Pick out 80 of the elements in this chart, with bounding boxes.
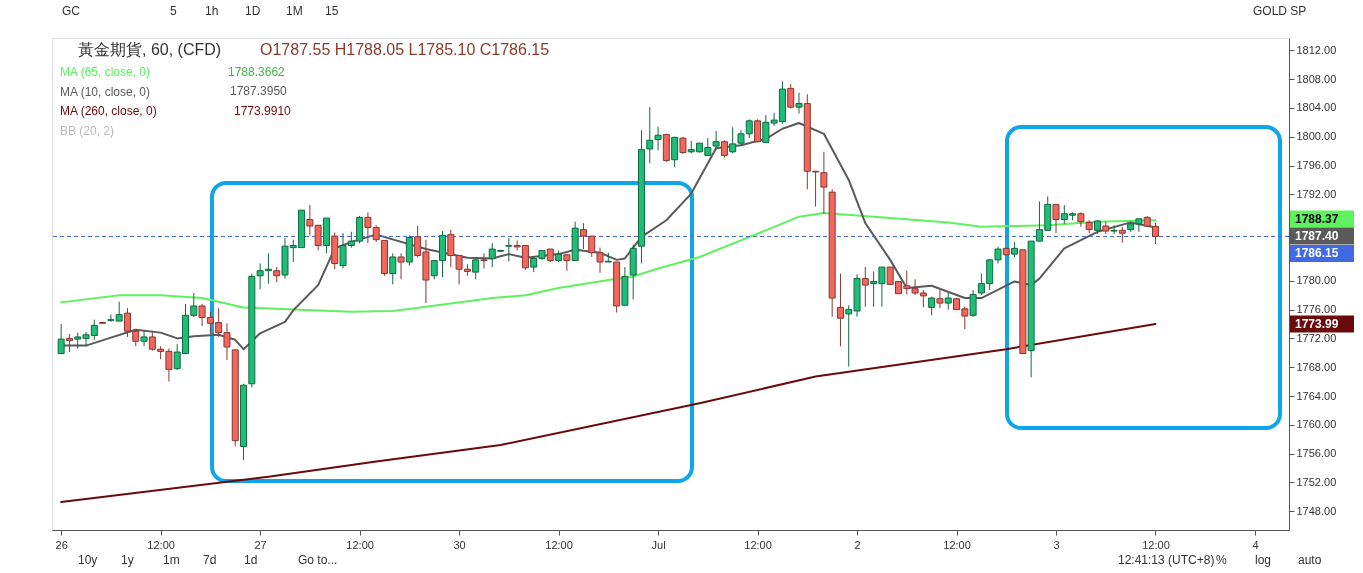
y-tick-label: 1804.00 <box>1296 101 1337 114</box>
text: MA (10, close, 0) <box>60 84 151 99</box>
text: auto <box>1298 553 1322 567</box>
x-tick-label: 12:00 <box>545 538 573 551</box>
chart-subtitle: O1787.55 H1788.05 L1785.10 C1786.15 <box>260 41 550 58</box>
candlestick <box>505 237 513 262</box>
text: 7d <box>203 553 217 567</box>
candlestick <box>397 252 405 280</box>
y-tick-label: 1764.00 <box>1296 389 1337 402</box>
text: 10y <box>78 553 98 567</box>
text: 1773.99 <box>1295 317 1339 331</box>
candlestick <box>389 252 397 285</box>
x-tick-label: 3 <box>1053 538 1060 551</box>
y-tick-label: 1760.00 <box>1296 418 1337 431</box>
y-tick-label: 1768.00 <box>1296 360 1337 373</box>
text: 1788.37 <box>1295 212 1339 226</box>
y-tick-label: 1772.00 <box>1296 331 1337 344</box>
candlestick <box>795 92 803 115</box>
y-tick-label: 1812.00 <box>1296 43 1337 56</box>
candlestick <box>57 323 65 355</box>
text: log <box>1255 553 1272 567</box>
candlestick <box>1052 203 1060 234</box>
x-tick-label: 12:00 <box>346 538 374 551</box>
candlestick <box>480 252 488 270</box>
candlestick <box>140 330 148 347</box>
x-tick-label: 27 <box>254 538 267 551</box>
candlestick <box>563 253 571 272</box>
text: 1787.40 <box>1295 229 1339 243</box>
candlestick <box>654 126 662 151</box>
candlestick <box>1110 224 1118 235</box>
text: 1h <box>205 4 219 18</box>
candlestick <box>836 273 844 347</box>
y-tick-label: 1808.00 <box>1296 72 1337 85</box>
candlestick <box>472 258 480 280</box>
text: Go to... <box>298 553 338 567</box>
y-tick-label: 1780.00 <box>1296 274 1337 287</box>
candlestick <box>712 130 720 151</box>
candlestick <box>861 266 869 308</box>
chart-title: 黃金期貨, 60, (CFD) <box>78 41 222 58</box>
text: 15 <box>325 4 339 18</box>
x-tick-label: 2 <box>854 538 861 551</box>
annotation: BB (20, 2) <box>60 124 115 138</box>
x-tick-label: Jul <box>651 538 666 551</box>
x-tick-label: 30 <box>453 538 466 551</box>
annotation: 1773.9910 <box>234 104 292 118</box>
y-tick-label: 1748.00 <box>1296 504 1337 517</box>
x-tick-label: 26 <box>55 538 68 551</box>
text: 5 <box>170 4 177 18</box>
x-tick-label: 12:00 <box>147 538 175 551</box>
text: 1M <box>286 4 303 18</box>
y-tick-label: 1796.00 <box>1296 159 1337 171</box>
line-series <box>60 322 1157 503</box>
candlestick <box>936 289 944 309</box>
y-tick-label: 1776.00 <box>1296 303 1337 316</box>
text: 1y <box>121 553 134 567</box>
annotation: 1787.3950 <box>230 84 288 98</box>
text: 1D <box>245 4 261 18</box>
x-tick-label: 12:00 <box>744 538 772 551</box>
text: 12:41:13 (UTC+8) <box>1118 553 1215 567</box>
text: GOLD SP <box>1253 4 1307 18</box>
x-tick-label: 12:00 <box>943 538 971 551</box>
text: 1m <box>163 553 180 567</box>
text: MA (260, close, 0) <box>60 104 157 118</box>
y-tick-label: 1756.00 <box>1296 447 1337 460</box>
y-tick-label: 1792.00 <box>1296 187 1337 200</box>
text: % <box>1216 553 1227 567</box>
x-tick-label: 12:00 <box>1142 538 1170 551</box>
text: MA (65, close, 0) <box>60 65 151 79</box>
ref-line-label: 1786.15 <box>1295 246 1339 261</box>
y-tick-label: 1752.00 <box>1296 475 1337 488</box>
text: 1d <box>244 553 258 567</box>
annotation: 1788.3662 <box>228 65 286 79</box>
candlestick <box>787 83 795 110</box>
candlestick <box>65 333 73 353</box>
candlestick <box>671 136 679 168</box>
candlestick <box>969 289 977 318</box>
line-series <box>60 212 1157 313</box>
text: GC <box>62 4 81 18</box>
y-tick-label: 1800.00 <box>1296 130 1337 143</box>
x-tick-label: 4 <box>1252 538 1259 551</box>
